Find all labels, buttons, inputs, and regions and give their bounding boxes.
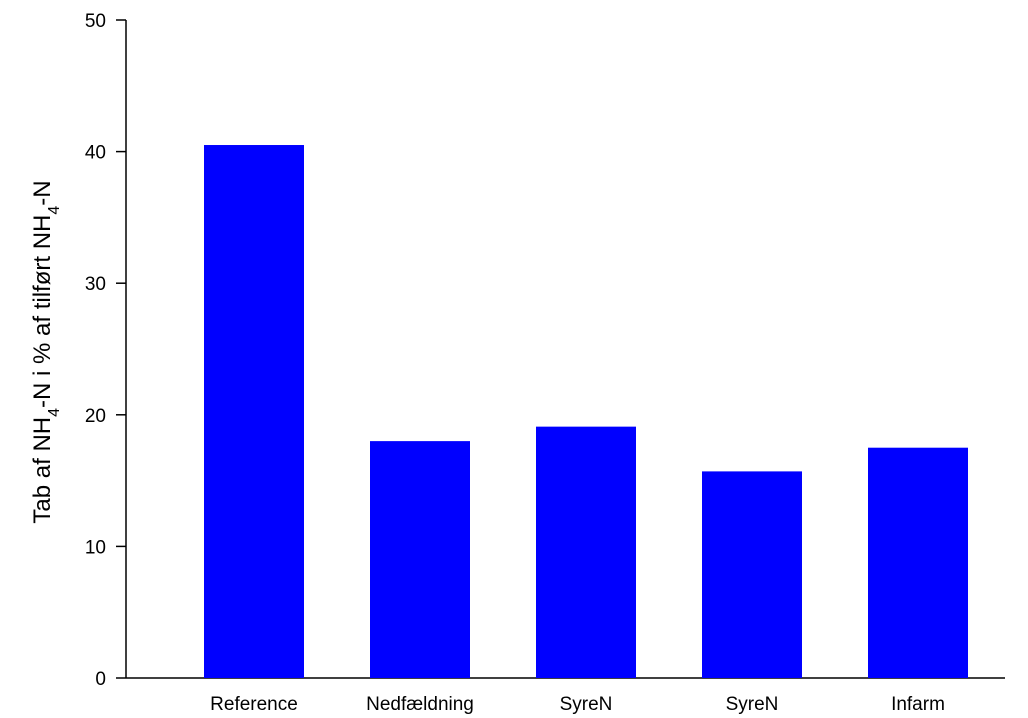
y-tick-label: 20 (85, 406, 106, 427)
y-ticks: 0 10 20 30 40 50 (85, 11, 126, 690)
x-tick-label: SyreN (726, 694, 779, 715)
y-axis-label: Tab af NH4-N i % af tilført NH4-N (29, 180, 63, 523)
y-axis-label-part-2: -N i % af tilført NH (29, 215, 56, 408)
y-tick-label: 0 (95, 669, 106, 690)
bars (204, 145, 968, 678)
x-tick-labels: Reference Nedfældning SyreN SyreN Infarm (210, 694, 945, 715)
y-tick-label: 10 (85, 537, 106, 558)
x-tick-label: Infarm (891, 694, 945, 715)
y-axis-label-sub-1: 4 (46, 408, 63, 417)
bar (204, 145, 304, 678)
x-tick-label: Reference (210, 694, 298, 715)
bar (370, 441, 470, 678)
y-axis-label-part-1: Tab af NH (29, 417, 56, 524)
bar (868, 447, 968, 678)
y-tick-label: 50 (85, 11, 106, 32)
bar (702, 471, 802, 678)
y-axis-label-sub-2: 4 (46, 206, 63, 215)
bar (536, 426, 636, 678)
y-tick-label: 40 (85, 143, 106, 164)
x-tick-label: SyreN (560, 694, 613, 715)
y-axis-label-part-3: -N (29, 180, 56, 205)
x-tick-label: Nedfældning (366, 694, 474, 715)
y-tick-label: 30 (85, 274, 106, 295)
